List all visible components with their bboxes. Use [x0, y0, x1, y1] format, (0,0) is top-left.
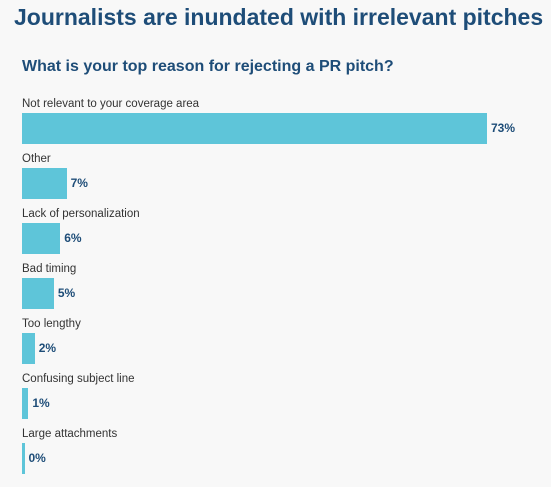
- bar: [22, 223, 61, 254]
- category-label: Other: [22, 153, 51, 165]
- category-label: Large attachments: [22, 428, 118, 440]
- bar: [22, 168, 67, 199]
- category-label: Confusing subject line: [22, 373, 135, 385]
- category-label: Not relevant to your coverage area: [22, 98, 200, 110]
- bar: [22, 113, 487, 144]
- category-label: Too lengthy: [22, 318, 81, 330]
- value-label: 1%: [32, 396, 50, 410]
- value-label: 2%: [38, 341, 57, 355]
- bar: [22, 333, 35, 364]
- value-label: 6%: [64, 231, 82, 245]
- value-label: 73%: [491, 121, 516, 135]
- page-title: Journalists are inundated with irrelevan…: [14, 4, 544, 30]
- category-label: Bad timing: [22, 263, 77, 275]
- chart-subtitle: What is your top reason for rejecting a …: [22, 58, 394, 75]
- value-label: 7%: [70, 176, 88, 190]
- value-label: 0%: [28, 451, 46, 465]
- value-label: 5%: [57, 286, 76, 300]
- bar: [22, 443, 25, 474]
- category-label: Lack of personalization: [22, 208, 140, 220]
- bar: [22, 388, 29, 419]
- bar: [22, 278, 54, 309]
